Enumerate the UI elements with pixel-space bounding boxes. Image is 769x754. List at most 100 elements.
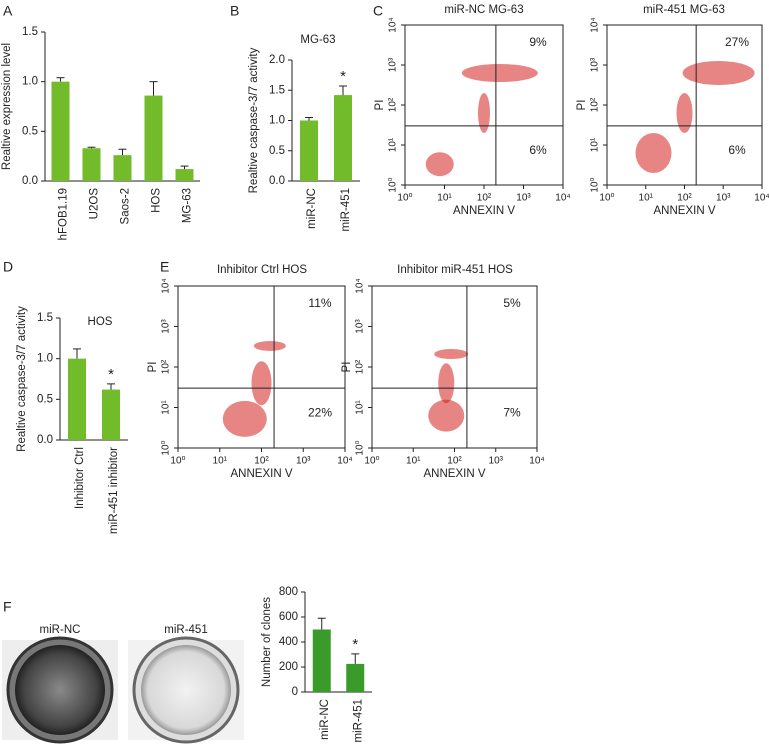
dish [141, 645, 231, 735]
y-tick-label: 800 [279, 586, 298, 598]
x-tick-label: 10³ [516, 193, 531, 204]
y-tick-label: 200 [279, 661, 298, 673]
y-tick-label: 0.5 [37, 393, 53, 405]
chart-title: MG-63 [300, 34, 335, 46]
y-axis-label: PI [576, 100, 588, 111]
dish [15, 645, 105, 735]
x-tick-label: hFOB1.19 [58, 188, 70, 240]
chart-title: HOS [88, 316, 113, 328]
x-tick-label: 10⁰ [364, 456, 379, 467]
y-tick-label: 0.0 [22, 175, 38, 187]
x-tick-label: 10⁰ [599, 193, 614, 204]
x-axis-label: ANNEXIN V [453, 205, 515, 217]
x-tick-label: miR-451 [352, 699, 364, 742]
y-tick-label: 10⁰ [355, 440, 366, 455]
x-tick-label: 10⁴ [529, 456, 544, 467]
x-tick-label: 10² [254, 456, 269, 467]
x-tick-label: 10² [477, 193, 492, 204]
x-tick-label: 10² [677, 193, 692, 204]
quadrant-label: 7% [503, 405, 521, 419]
y-tick-label: 10³ [388, 57, 399, 72]
x-tick-label: miR-NC [306, 188, 318, 229]
y-tick-label: 10² [161, 359, 172, 374]
bar [82, 148, 101, 181]
x-tick-label: 10¹ [406, 456, 421, 467]
bar [113, 155, 132, 181]
y-tick-label: 0.5 [269, 145, 285, 157]
y-tick-label: 0.0 [269, 175, 285, 187]
bar [300, 120, 318, 181]
quadrant-label: 22% [308, 405, 332, 419]
bar [346, 663, 365, 692]
x-tick-label: Inhibitor Ctrl [74, 447, 86, 509]
image-label: miR-451 [164, 624, 207, 636]
y-tick-label: 10⁴ [388, 17, 399, 32]
density-texture [434, 349, 469, 360]
x-tick-label: 10¹ [639, 193, 654, 204]
x-axis-label: ANNEXIN V [654, 205, 716, 217]
density-texture [251, 361, 272, 406]
x-tick-label: 10³ [716, 193, 731, 204]
y-tick-label: 400 [279, 636, 298, 648]
bar [312, 629, 331, 692]
y-axis-label: PI [147, 362, 159, 373]
quadrant-label: 9% [529, 35, 547, 49]
y-tick-label: 10² [388, 97, 399, 112]
x-axis-label: ANNEXIN V [424, 468, 486, 480]
x-tick-label: 10¹ [213, 456, 228, 467]
density-texture [478, 93, 490, 133]
density-texture [676, 93, 693, 133]
y-tick-label: 1.5 [22, 26, 38, 38]
y-tick-label: 10³ [355, 319, 366, 334]
density-texture [682, 61, 755, 85]
y-tick-label: 10⁰ [590, 177, 601, 192]
bar [334, 95, 352, 181]
chart-title: miR-NC MG-63 [444, 4, 523, 16]
quadrant-label: 5% [503, 296, 521, 310]
y-tick-label: 1.0 [269, 115, 285, 127]
y-axis-label: PI [374, 100, 386, 111]
x-tick-label: miR-NC [319, 699, 331, 740]
density-texture [425, 152, 454, 177]
bar [144, 95, 163, 181]
y-tick-label: 10⁴ [161, 278, 172, 293]
quadrant-label: 11% [308, 296, 331, 310]
density-texture [635, 133, 672, 173]
panel-letter: F [3, 599, 12, 615]
panel-letter: B [230, 3, 239, 19]
x-tick-label: miR-451 [340, 188, 352, 231]
x-tick-label: 10³ [296, 456, 311, 467]
y-axis-label: Realtive expression level [1, 43, 13, 170]
x-tick-label: MG-63 [182, 188, 194, 223]
x-tick-label: HOS [151, 188, 163, 213]
y-tick-label: 10¹ [355, 400, 366, 415]
x-tick-label: U2OS [89, 188, 101, 220]
significance-marker: * [108, 366, 114, 383]
y-tick-label: 0 [292, 686, 298, 698]
x-tick-label: 10³ [489, 456, 504, 467]
y-axis-label: Realtive caspase-3/7 activity [16, 306, 28, 452]
y-tick-label: 10² [355, 359, 366, 374]
y-tick-label: 1.0 [37, 353, 53, 365]
x-tick-label: 10⁴ [754, 193, 769, 204]
y-tick-label: 1.5 [269, 84, 285, 96]
y-tick-label: 0.0 [37, 434, 53, 446]
bar [175, 169, 194, 181]
x-tick-label: 10⁴ [555, 193, 570, 204]
x-tick-label: 10⁰ [170, 456, 185, 467]
y-tick-label: 10⁰ [161, 440, 172, 455]
x-tick-label: Saos-2 [120, 188, 132, 224]
panel-letter: A [3, 3, 13, 19]
x-tick-label: 10² [447, 456, 462, 467]
panel-letter: C [373, 3, 383, 19]
y-tick-label: 10³ [161, 319, 172, 334]
y-tick-label: 1.0 [22, 76, 38, 88]
y-tick-label: 10¹ [590, 137, 601, 152]
chart-title: Inhibitor Ctrl HOS [217, 264, 307, 276]
x-tick-label: miR-451 inhibitor [108, 447, 120, 534]
x-tick-label: 10⁴ [337, 456, 352, 467]
x-tick-label: 10¹ [437, 193, 452, 204]
y-tick-label: 600 [279, 611, 298, 623]
y-tick-label: 0.5 [22, 125, 38, 137]
